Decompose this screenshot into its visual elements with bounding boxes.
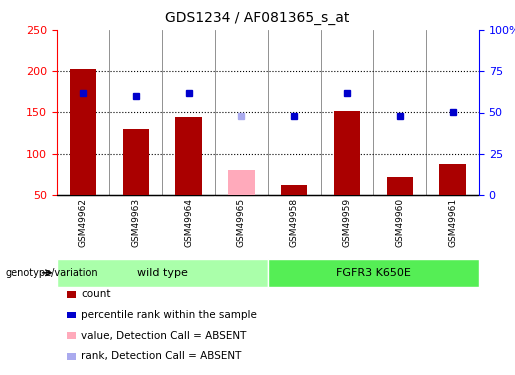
Bar — [268, 259, 479, 287]
Bar — [228, 170, 254, 195]
Text: GSM49961: GSM49961 — [448, 198, 457, 248]
Bar — [176, 117, 202, 195]
Text: genotype/variation: genotype/variation — [5, 268, 98, 278]
Bar — [70, 69, 96, 195]
Text: FGFR3 K650E: FGFR3 K650E — [336, 268, 411, 278]
Bar — [439, 165, 466, 195]
Text: GSM49958: GSM49958 — [290, 198, 299, 248]
Text: GSM49960: GSM49960 — [396, 198, 404, 248]
Bar — [281, 185, 307, 195]
Text: GSM49962: GSM49962 — [79, 198, 88, 247]
Text: rank, Detection Call = ABSENT: rank, Detection Call = ABSENT — [81, 351, 242, 361]
Text: GSM49959: GSM49959 — [342, 198, 351, 248]
Text: percentile rank within the sample: percentile rank within the sample — [81, 310, 258, 320]
Text: GSM49963: GSM49963 — [131, 198, 140, 248]
Bar — [334, 111, 360, 195]
Text: wild type: wild type — [137, 268, 187, 278]
Text: GSM49964: GSM49964 — [184, 198, 193, 247]
Bar — [57, 259, 268, 287]
Text: value, Detection Call = ABSENT: value, Detection Call = ABSENT — [81, 331, 247, 340]
Bar — [123, 129, 149, 195]
Text: GDS1234 / AF081365_s_at: GDS1234 / AF081365_s_at — [165, 11, 350, 25]
Text: count: count — [81, 290, 111, 299]
Text: GSM49965: GSM49965 — [237, 198, 246, 248]
Bar — [387, 177, 413, 195]
